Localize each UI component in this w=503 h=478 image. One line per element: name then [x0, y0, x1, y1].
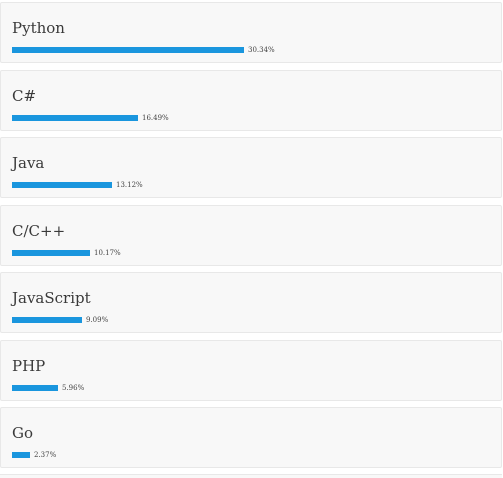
share-bar	[12, 249, 90, 256]
language-name: Go	[12, 424, 34, 442]
language-name: Java	[12, 154, 45, 172]
share-percent-label: 13.12%	[116, 181, 143, 189]
share-percent-label: 30.34%	[248, 46, 275, 54]
language-card-python: Python 30.34%	[0, 2, 502, 63]
language-name: PHP	[12, 356, 46, 375]
language-card-csharp: C# 16.49%	[0, 69, 502, 131]
share-bar	[12, 47, 244, 53]
language-card-php: PHP 5.96%	[0, 339, 502, 401]
share-row: 30.34%	[12, 46, 275, 54]
share-row: 5.96%	[12, 384, 84, 392]
share-row: 13.12%	[12, 181, 143, 189]
language-name: C/C++	[12, 221, 66, 240]
share-row: 16.49%	[12, 114, 169, 122]
next-card-edge	[0, 474, 502, 478]
share-bar	[12, 452, 30, 458]
share-row: 10.17%	[12, 249, 121, 257]
share-bar	[12, 182, 112, 188]
share-percent-label: 2.37%	[34, 451, 57, 459]
share-bar	[12, 114, 138, 121]
language-card-go: Go 2.37%	[0, 407, 502, 468]
share-row: 9.09%	[12, 316, 108, 324]
share-percent-label: 9.09%	[86, 316, 109, 324]
language-name: JavaScript	[12, 289, 91, 307]
language-card-javascript: JavaScript 9.09%	[0, 272, 502, 333]
language-name: C#	[12, 86, 37, 105]
share-percent-label: 16.49%	[142, 113, 169, 122]
language-name: Python	[12, 19, 65, 37]
share-row: 2.37%	[12, 451, 56, 459]
share-percent-label: 5.96%	[62, 383, 85, 392]
share-bar	[12, 384, 58, 391]
share-bar	[12, 317, 82, 323]
share-percent-label: 10.17%	[94, 248, 121, 257]
language-card-c-cpp: C/C++ 10.17%	[0, 204, 502, 266]
language-card-java: Java 13.12%	[0, 137, 502, 198]
